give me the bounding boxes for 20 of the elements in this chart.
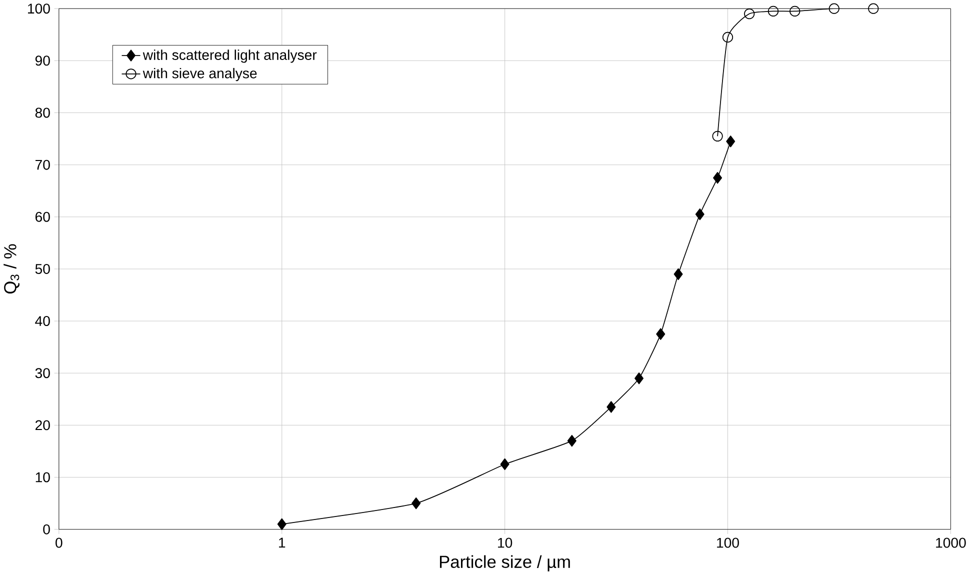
legend-label: with sieve analyse [142, 68, 257, 82]
y-tick-label: 10 [36, 472, 50, 482]
x-tick-label: 1000 [936, 538, 966, 548]
y-axis-title: Q$_{3}$ / % [4, 244, 20, 294]
x-axis-title: Particle size / µm [440, 555, 570, 572]
x-tick-label: 100 [717, 538, 739, 548]
x-tick-label: 10 [498, 538, 512, 548]
y-tick-label: 90 [35, 56, 50, 66]
y-tick-label: 50 [35, 264, 50, 274]
y-tick-label: 0 [43, 524, 50, 534]
y-tick-label: 80 [35, 108, 50, 118]
y-tick-label: 40 [35, 316, 50, 326]
y-tick-label: 100 [28, 4, 50, 14]
y-tick-label: 20 [36, 420, 50, 430]
legend-label: with scattered light analyser [142, 50, 317, 63]
y-tick-label: 70 [36, 160, 50, 170]
x-tick-label: 0 [56, 538, 62, 548]
x-tick-label: 1 [279, 538, 286, 548]
y-tick-label: 60 [36, 212, 50, 222]
y-tick-label: 30 [35, 368, 50, 378]
